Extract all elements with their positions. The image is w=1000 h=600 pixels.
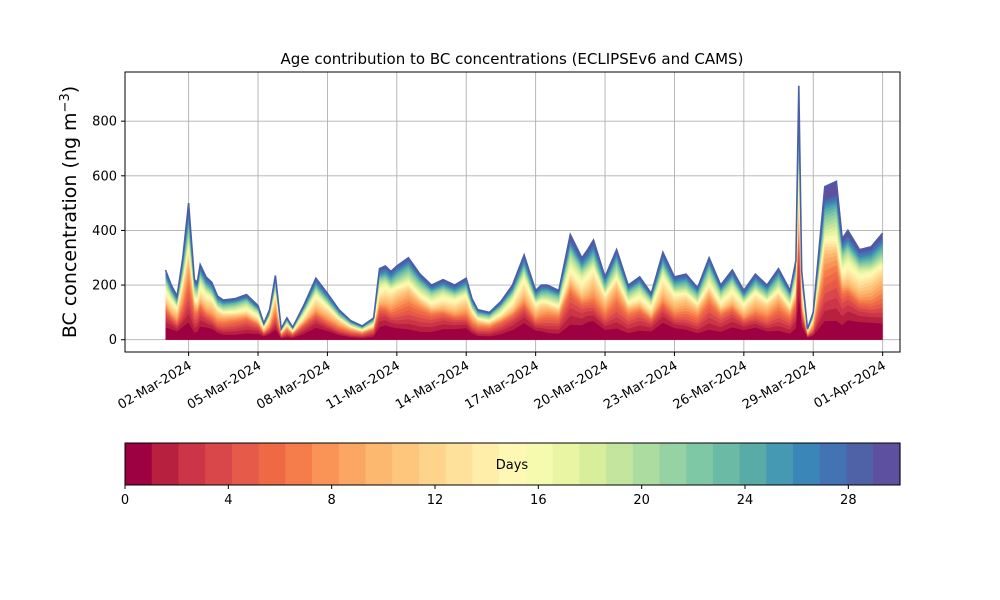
colorbar-swatch bbox=[472, 443, 500, 485]
colorbar: Days 0 4 8 12 16 20 24 28 bbox=[121, 442, 901, 508]
colorbar-swatch bbox=[873, 443, 901, 485]
colorbar-swatch bbox=[151, 443, 180, 485]
colorbar-tick-label: 24 bbox=[737, 493, 754, 508]
colorbar-swatch bbox=[739, 443, 767, 485]
colorbar-swatch bbox=[793, 443, 821, 485]
colorbar-swatch bbox=[285, 443, 313, 485]
colorbar-swatch bbox=[445, 443, 474, 485]
colorbar-label: Days bbox=[496, 458, 529, 473]
colorbar-swatch bbox=[686, 443, 714, 485]
colorbar-tick-label: 20 bbox=[633, 493, 650, 508]
colorbar-tick-label: 8 bbox=[328, 493, 336, 508]
x-tick-label: 11-Mar-2024 bbox=[324, 358, 403, 412]
colorbar-swatch bbox=[338, 443, 367, 485]
x-tick-label: 23-Mar-2024 bbox=[601, 358, 680, 412]
colorbar-tick-label: 4 bbox=[224, 493, 232, 508]
x-tick-label: 02-Mar-2024 bbox=[115, 358, 194, 412]
y-tick-label: 600 bbox=[92, 169, 117, 184]
y-axis-label: BC concentration (ng m−3) bbox=[58, 86, 81, 338]
age-bin-area bbox=[165, 242, 883, 340]
y-tick-label: 0 bbox=[109, 333, 117, 348]
plot-frame bbox=[124, 71, 901, 353]
age-bin-area bbox=[165, 236, 883, 340]
x-tick-label: 29-Mar-2024 bbox=[740, 358, 819, 412]
x-tick-label: 20-Mar-2024 bbox=[532, 358, 611, 412]
y-tick-label: 800 bbox=[92, 115, 117, 130]
x-tick-label: 17-Mar-2024 bbox=[462, 358, 541, 412]
age-bin-area bbox=[165, 295, 883, 340]
colorbar-swatch bbox=[579, 443, 607, 485]
colorbar-frame bbox=[124, 442, 901, 486]
colorbar-swatch bbox=[552, 443, 580, 485]
colorbar-swatch bbox=[606, 443, 634, 485]
colorbar-swatch bbox=[846, 443, 874, 485]
colorbar-swatch bbox=[205, 443, 233, 485]
colorbar-swatch bbox=[659, 443, 687, 485]
colorbar-swatch bbox=[392, 443, 420, 485]
colorbar-tick-label: 12 bbox=[427, 493, 444, 508]
colorbar-tick-label: 0 bbox=[121, 493, 129, 508]
colorbar-swatch bbox=[231, 443, 260, 485]
y-tick-label: 400 bbox=[92, 224, 117, 239]
axes: 0 200 400 600 800 02-Mar-202405-Mar-202408-Ma… bbox=[92, 71, 901, 413]
age-contribution-areas bbox=[164, 85, 884, 340]
x-tick-label: 14-Mar-2024 bbox=[393, 358, 472, 412]
colorbar-swatch bbox=[819, 443, 848, 485]
colorbar-swatch bbox=[258, 443, 286, 485]
colorbar-swatch bbox=[418, 443, 447, 485]
x-tick-label: 26-Mar-2024 bbox=[671, 358, 750, 412]
colorbar-swatch bbox=[632, 443, 661, 485]
y-tick-label: 200 bbox=[92, 279, 117, 294]
colorbar-swatch bbox=[766, 443, 794, 485]
x-tick-label: 05-Mar-2024 bbox=[185, 358, 264, 412]
colorbar-swatch bbox=[365, 443, 393, 485]
colorbar-ticks: 0 4 8 12 16 20 24 28 bbox=[121, 485, 857, 508]
colorbar-tick-label: 28 bbox=[840, 493, 857, 508]
colorbar-swatch bbox=[499, 443, 527, 485]
chart-title: Age contribution to BC concentrations (E… bbox=[281, 50, 744, 68]
x-tick-label: 01-Apr-2024 bbox=[812, 358, 889, 411]
colorbar-swatch bbox=[125, 443, 153, 485]
total-concentration-line bbox=[164, 85, 884, 332]
colorbar-swatch bbox=[712, 443, 741, 485]
colorbar-swatch bbox=[525, 443, 554, 485]
x-tick-label: 08-Mar-2024 bbox=[254, 358, 333, 412]
colorbar-swatch bbox=[312, 443, 340, 485]
colorbar-swatches bbox=[124, 442, 901, 486]
colorbar-swatch bbox=[178, 443, 206, 485]
colorbar-tick-label: 16 bbox=[530, 493, 547, 508]
